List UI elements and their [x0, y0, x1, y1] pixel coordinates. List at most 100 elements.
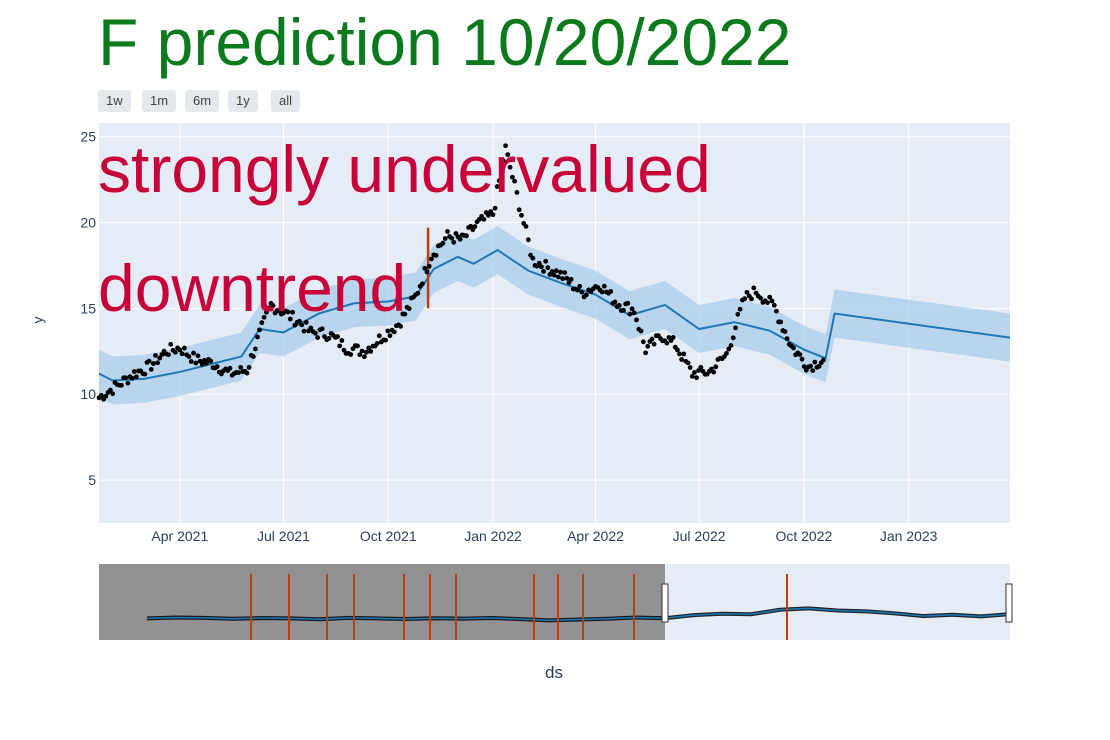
actual-point — [679, 357, 685, 362]
actual-point — [449, 235, 455, 241]
y-tick-label: 20 — [80, 215, 96, 231]
actual-point — [784, 336, 790, 342]
actual-point — [599, 289, 605, 295]
actual-point — [299, 322, 305, 328]
actual-point — [687, 365, 693, 370]
actual-point — [107, 387, 113, 393]
range-button-1y[interactable]: 1y — [228, 90, 258, 112]
actual-point — [797, 352, 803, 357]
actual-point — [204, 360, 209, 366]
actual-point — [685, 360, 691, 366]
actual-point — [376, 333, 382, 339]
actual-point — [651, 341, 657, 347]
actual-point — [816, 363, 822, 369]
actual-point — [287, 316, 293, 322]
range-button-6m[interactable]: 6m — [185, 90, 220, 112]
actual-point — [415, 290, 421, 296]
actual-point — [98, 393, 104, 398]
actual-point — [188, 359, 194, 364]
actual-point — [110, 391, 116, 397]
actual-point — [501, 158, 506, 164]
actual-point — [791, 345, 796, 351]
actual-point — [383, 337, 389, 343]
actual-point — [498, 166, 504, 172]
actual-point — [726, 346, 732, 352]
actual-point — [634, 317, 639, 323]
range-button-1m[interactable]: 1m — [142, 90, 177, 112]
actual-point — [402, 311, 408, 317]
actual-point — [645, 343, 651, 349]
x-tick-label: Oct 2021 — [360, 528, 417, 544]
actual-point — [525, 237, 531, 243]
actual-point — [774, 308, 779, 314]
y-tick-label: 25 — [80, 129, 96, 145]
actual-point — [426, 263, 432, 269]
actual-point — [285, 309, 291, 315]
actual-point — [177, 347, 183, 353]
uncertainty-band — [99, 226, 1010, 405]
actual-point — [530, 255, 536, 261]
actual-point — [681, 351, 687, 357]
actual-point — [368, 349, 374, 354]
actual-point — [689, 373, 695, 379]
actual-point — [799, 356, 805, 362]
annotation-valuation: strongly undervalued — [98, 132, 711, 206]
actual-point — [387, 333, 393, 339]
actual-point — [290, 309, 295, 315]
actual-point — [713, 364, 719, 370]
slider-handle-left[interactable] — [661, 583, 669, 623]
actual-point — [494, 184, 500, 189]
actual-point — [503, 143, 508, 149]
slider-handle-right[interactable] — [1005, 583, 1013, 623]
range-button-all[interactable]: all — [271, 90, 301, 112]
actual-point — [694, 375, 699, 381]
actual-point — [782, 329, 788, 334]
y-tick-label: 10 — [80, 386, 96, 402]
actual-point — [514, 190, 520, 195]
x-tick-label: Oct 2022 — [775, 528, 832, 544]
actual-point — [674, 347, 680, 353]
x-tick-label: Jul 2022 — [673, 528, 726, 544]
range-slider[interactable] — [99, 564, 1013, 640]
actual-point — [301, 328, 307, 334]
actual-point — [359, 348, 365, 354]
actual-point — [523, 224, 529, 229]
slider-trace-forecast — [146, 607, 1011, 622]
actual-point — [481, 216, 487, 222]
actual-point — [549, 269, 555, 274]
actual-point — [259, 320, 265, 326]
range-button-1w[interactable]: 1w — [98, 90, 131, 112]
actual-point — [771, 302, 777, 308]
actual-point — [172, 349, 178, 355]
actual-point — [640, 339, 646, 345]
actual-point — [442, 236, 448, 241]
actual-point — [148, 367, 154, 372]
actual-point — [440, 240, 446, 246]
actual-point — [255, 334, 260, 340]
actual-point — [270, 303, 276, 308]
actual-point — [168, 341, 174, 347]
actual-point — [677, 351, 682, 357]
actual-point — [308, 325, 314, 331]
actual-point — [146, 358, 152, 364]
actual-point — [406, 306, 412, 312]
actual-point — [131, 369, 137, 374]
actual-point — [558, 269, 563, 275]
actual-point — [166, 352, 171, 358]
actual-point — [464, 233, 469, 239]
actual-points-layer — [96, 143, 826, 402]
actual-point — [129, 375, 135, 381]
forecast-band — [99, 226, 1010, 405]
actual-point — [364, 349, 369, 355]
actual-point — [103, 393, 109, 399]
actual-point — [123, 375, 129, 381]
actual-point — [629, 306, 635, 312]
actual-point — [496, 178, 502, 184]
actual-point — [472, 224, 478, 229]
actual-point — [621, 307, 626, 313]
chart-title: F prediction 10/20/2022 — [98, 5, 792, 79]
actual-point — [575, 287, 580, 293]
actual-point — [424, 269, 430, 275]
annotation-trend: downtrend — [98, 251, 407, 325]
